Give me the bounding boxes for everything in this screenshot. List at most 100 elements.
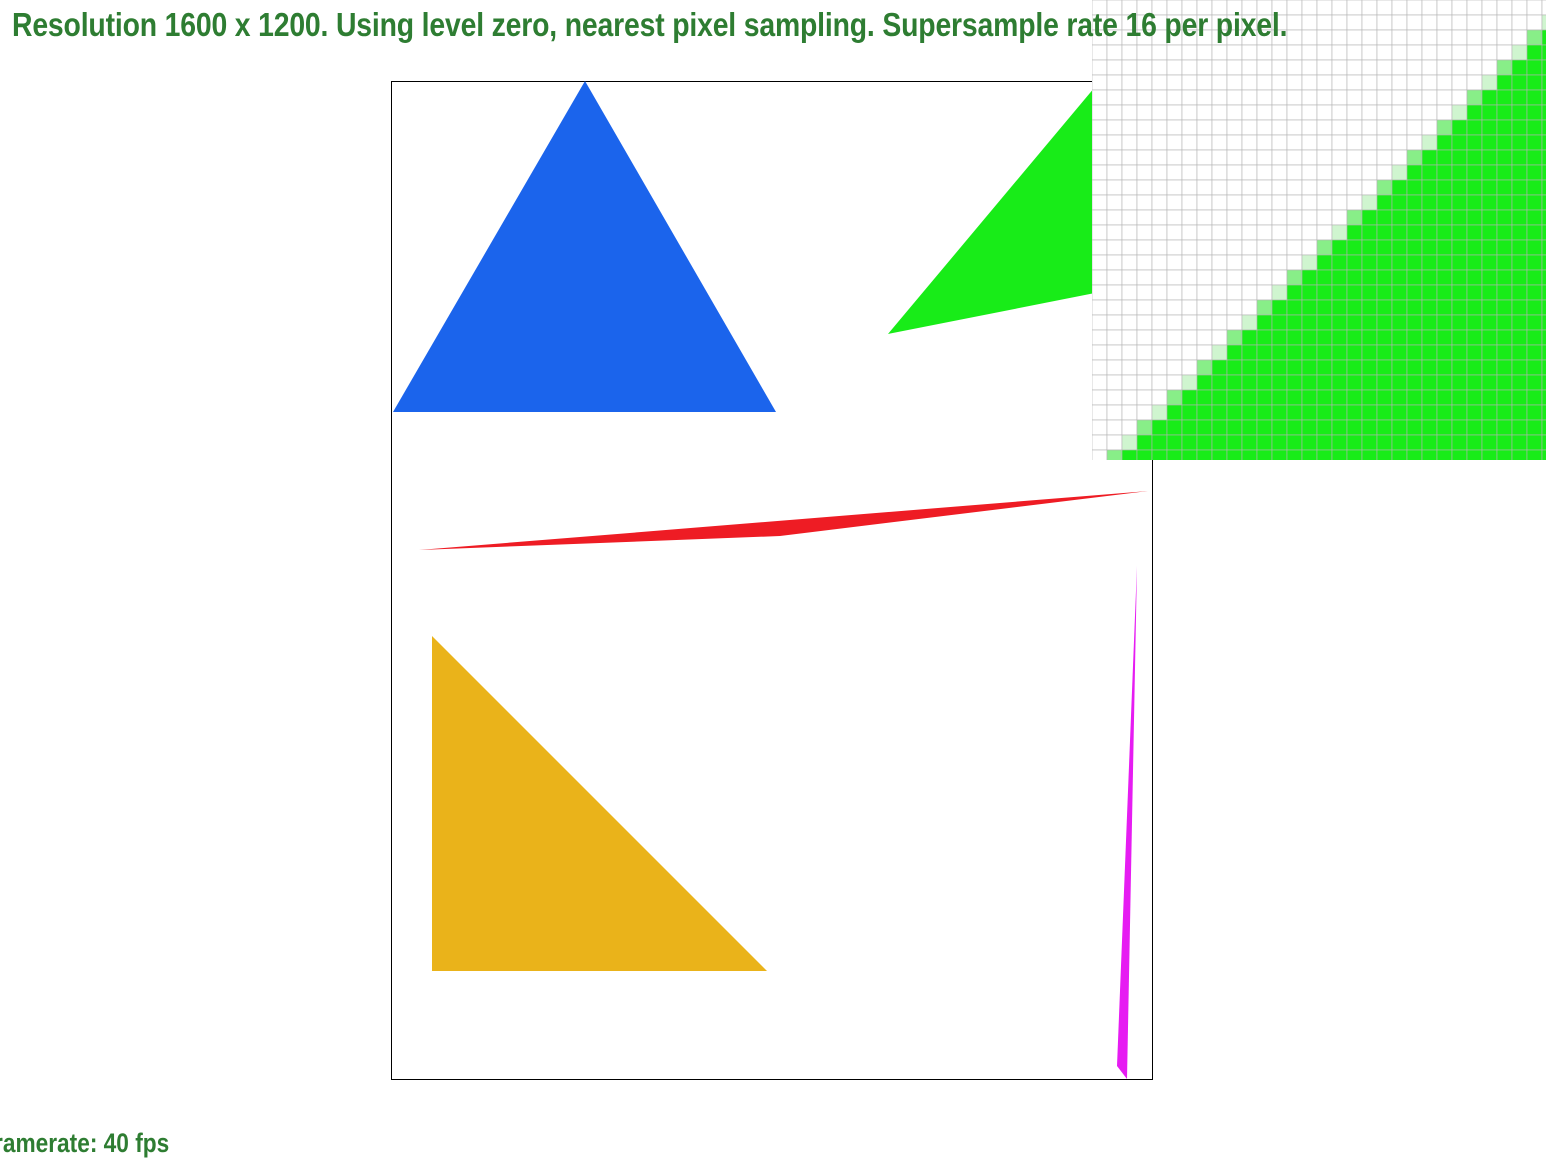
- zoom-pixel-cell: [1092, 179, 1108, 196]
- zoom-pixel-cell: [1331, 179, 1348, 196]
- zoom-pixel-cell: [1541, 344, 1546, 361]
- zoom-pixel-cell: [1511, 449, 1528, 460]
- pixel-zoom-inspector[interactable]: [1092, 0, 1546, 460]
- zoom-pixel-cell: [1271, 194, 1288, 211]
- zoom-pixel-cell: [1346, 419, 1363, 436]
- zoom-pixel-cell: [1271, 359, 1288, 376]
- zoom-pixel-cell: [1226, 119, 1243, 136]
- zoom-pixel-cell: [1451, 404, 1468, 421]
- zoom-pixel-cell: [1241, 194, 1258, 211]
- zoom-pixel-cell: [1511, 44, 1528, 61]
- zoom-pixel-cell: [1466, 104, 1483, 121]
- zoom-pixel-cell: [1211, 134, 1228, 151]
- zoom-pixel-cell: [1256, 194, 1273, 211]
- zoom-pixel-cell: [1466, 404, 1483, 421]
- zoom-pixel-cell: [1391, 434, 1408, 451]
- zoom-pixel-cell: [1226, 329, 1243, 346]
- zoom-pixel-cell: [1346, 359, 1363, 376]
- zoom-pixel-cell: [1451, 59, 1468, 76]
- zoom-pixel-cell: [1391, 134, 1408, 151]
- zoom-pixel-cell: [1136, 179, 1153, 196]
- zoom-pixel-cell: [1136, 149, 1153, 166]
- zoom-pixel-cell: [1092, 434, 1108, 451]
- zoom-pixel-cell: [1481, 104, 1498, 121]
- zoom-pixel-cell: [1316, 149, 1333, 166]
- zoom-pixel-cell: [1406, 239, 1423, 256]
- zoom-pixel-cell: [1211, 164, 1228, 181]
- zoom-pixel-cell: [1421, 179, 1438, 196]
- zoom-pixel-cell: [1331, 89, 1348, 106]
- zoom-pixel-cell: [1526, 314, 1543, 331]
- zoom-pixel-cell: [1421, 344, 1438, 361]
- zoom-pixel-cell: [1226, 74, 1243, 91]
- zoom-pixel-cell: [1151, 374, 1168, 391]
- zoom-pixel-cell: [1151, 269, 1168, 286]
- zoom-pixel-cell: [1511, 254, 1528, 271]
- zoom-pixel-cell: [1271, 149, 1288, 166]
- zoom-pixel-cell: [1181, 119, 1198, 136]
- zoom-pixel-cell: [1466, 434, 1483, 451]
- zoom-pixel-cell: [1271, 419, 1288, 436]
- zoom-pixel-cell: [1092, 314, 1108, 331]
- zoom-pixel-cell: [1481, 284, 1498, 301]
- zoom-pixel-cell: [1316, 134, 1333, 151]
- zoom-pixel-cell: [1092, 89, 1108, 106]
- zoom-pixel-cell: [1092, 194, 1108, 211]
- zoom-pixel-cell: [1166, 59, 1183, 76]
- zoom-pixel-cell: [1271, 89, 1288, 106]
- zoom-pixel-cell: [1451, 449, 1468, 460]
- zoom-pixel-cell: [1526, 104, 1543, 121]
- zoom-pixel-cell: [1541, 314, 1546, 331]
- zoom-pixel-cell: [1196, 359, 1213, 376]
- zoom-pixel-cell: [1286, 179, 1303, 196]
- zoom-pixel-cell: [1316, 119, 1333, 136]
- zoom-pixel-cell: [1526, 239, 1543, 256]
- zoom-pixel-cell: [1256, 434, 1273, 451]
- zoom-pixel-cell: [1271, 344, 1288, 361]
- zoom-pixel-cell: [1241, 89, 1258, 106]
- zoom-pixel-cell: [1421, 29, 1438, 46]
- zoom-pixel-cell: [1166, 314, 1183, 331]
- zoom-pixel-cell: [1166, 344, 1183, 361]
- zoom-pixel-cell: [1481, 299, 1498, 316]
- zoom-pixel-cell: [1211, 254, 1228, 271]
- zoom-pixel-cell: [1376, 344, 1393, 361]
- zoom-pixel-cell: [1391, 269, 1408, 286]
- zoom-pixel-cell: [1106, 374, 1123, 391]
- zoom-pixel-cell: [1391, 0, 1408, 16]
- zoom-pixel-cell: [1136, 164, 1153, 181]
- zoom-pixel-cell: [1271, 314, 1288, 331]
- zoom-pixel-cell: [1361, 254, 1378, 271]
- zoom-pixel-cell: [1481, 74, 1498, 91]
- zoom-pixel-cell: [1286, 314, 1303, 331]
- zoom-pixel-cell: [1406, 134, 1423, 151]
- zoom-pixel-cell: [1151, 59, 1168, 76]
- zoom-pixel-cell: [1436, 134, 1453, 151]
- zoom-pixel-cell: [1481, 404, 1498, 421]
- zoom-pixel-cell: [1166, 419, 1183, 436]
- zoom-pixel-cell: [1361, 284, 1378, 301]
- zoom-pixel-cell: [1346, 119, 1363, 136]
- zoom-pixel-cell: [1226, 269, 1243, 286]
- zoom-pixel-cell: [1331, 224, 1348, 241]
- zoom-pixel-cell: [1331, 149, 1348, 166]
- green-triangle: [888, 81, 1100, 334]
- zoom-pixel-cell: [1331, 434, 1348, 451]
- zoom-pixel-cell: [1166, 104, 1183, 121]
- zoom-pixel-cell: [1526, 344, 1543, 361]
- zoom-pixel-cell: [1211, 434, 1228, 451]
- zoom-pixel-cell: [1106, 239, 1123, 256]
- zoom-pixel-cell: [1421, 164, 1438, 181]
- zoom-pixel-cell: [1376, 434, 1393, 451]
- zoom-pixel-cell: [1466, 0, 1483, 16]
- zoom-pixel-cell: [1286, 449, 1303, 460]
- zoom-pixel-cell: [1301, 164, 1318, 181]
- zoom-pixel-cell: [1436, 29, 1453, 46]
- zoom-pixel-cell: [1181, 404, 1198, 421]
- zoom-pixel-cell: [1166, 179, 1183, 196]
- zoom-pixel-cell: [1271, 209, 1288, 226]
- zoom-pixel-cell: [1092, 389, 1108, 406]
- zoom-pixel-cell: [1526, 329, 1543, 346]
- zoom-pixel-cell: [1241, 404, 1258, 421]
